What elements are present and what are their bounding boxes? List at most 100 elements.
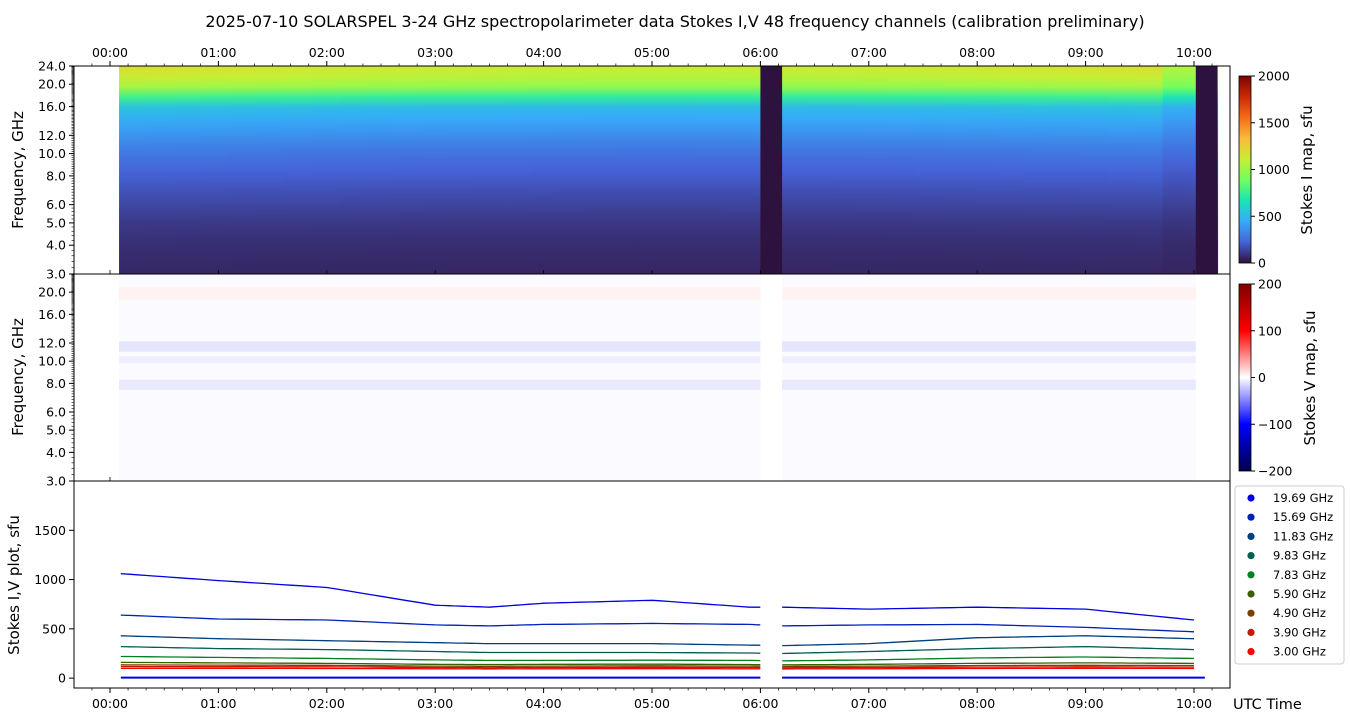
frequency-tick-label: 10.0	[38, 354, 66, 369]
stokes-line-series	[120, 573, 1205, 681]
frequency-tick-label: 5.0	[46, 423, 66, 438]
stokes-v-data-gap	[1195, 274, 1218, 481]
stokes-i-time-segment	[997, 66, 1026, 274]
colorbar-tick-label: 1500	[1258, 115, 1290, 130]
colorbar-tick-label: 0	[1258, 370, 1266, 385]
line-plot-y-axis: 0 500 1000 1500	[34, 523, 74, 686]
stokes-v-band	[119, 379, 1218, 390]
frequency-tick-label: 16.0	[38, 99, 66, 114]
series-line	[120, 573, 1195, 621]
colorbar-tick-label: 500	[1258, 209, 1282, 224]
stokes-i-heatmap	[119, 66, 1219, 274]
stokes-i-time-segment	[173, 66, 203, 274]
colorbar-tick-label: −200	[1258, 464, 1292, 479]
frequency-tick-label: 10.0	[38, 146, 66, 161]
stokes-i-data-gap	[760, 66, 783, 274]
colorbar-tick-label: 200	[1258, 277, 1282, 292]
stokes-i-time-segment	[860, 66, 889, 274]
stokes-i-time-segment	[668, 66, 697, 274]
legend-marker	[1247, 628, 1255, 637]
stokes-v-map-panel: 3.0 4.0 5.0 6.0 8.0 10.0 12.0 16.0 20.0 Frequenc…	[9, 273, 1231, 489]
top-time-tick-label: 04:00	[526, 45, 562, 60]
stokes-i-time-segment	[311, 66, 340, 274]
legend: 19.69 GHz 15.69 GHz 11.83 GHz 9.83 GHz 7.83 …	[1234, 485, 1345, 665]
stokes-v-background	[119, 274, 1218, 481]
frequency-tick-label: 4.0	[46, 445, 66, 460]
series-line	[120, 645, 1195, 655]
legend-marker	[1247, 571, 1255, 579]
legend-marker	[1247, 494, 1255, 502]
legend-label: 3.00 GHz	[1273, 645, 1326, 659]
stokes-i-map-panel: 00:00 01:00 02:00 03:00 04:00 05:00 06:00 07:00…	[9, 45, 1231, 481]
stokes-i-time-segment	[1052, 66, 1081, 274]
line-plot-y-tick-label: 1500	[34, 523, 66, 538]
bottom-time-tick-label: 08:00	[959, 696, 995, 711]
stokes-i-time-segment	[283, 66, 312, 274]
frequency-tick-label: 12.0	[38, 128, 66, 143]
stokes-i-colorbar: 0 500 1000 1500 2000 Stokes I map, sfu	[1238, 69, 1316, 271]
bottom-time-tick-label: 01:00	[200, 696, 236, 711]
stokes-i-time-segment	[476, 66, 505, 274]
bottom-time-tick-label: 09:00	[1068, 696, 1104, 711]
frequency-tick-label: 24.0	[38, 59, 66, 74]
stokes-v-frequency-axis: 3.0 4.0 5.0 6.0 8.0 10.0 12.0 16.0 20.0	[38, 273, 74, 489]
frequency-tick-label: 12.0	[38, 336, 66, 351]
stokes-i-time-segment	[1107, 66, 1136, 274]
stokes-v-data-gap	[760, 274, 783, 481]
top-time-tick-label: 07:00	[851, 45, 887, 60]
legend-label: 7.83 GHz	[1273, 568, 1326, 582]
colorbar-tick-label: 2000	[1258, 69, 1290, 84]
frequency-tick-label: 4.0	[46, 238, 66, 253]
stokes-i-time-segment	[448, 66, 477, 274]
top-time-tick-label: 08:00	[959, 45, 995, 60]
stokes-i-time-segment	[558, 66, 587, 274]
stokes-i-time-segment	[585, 66, 614, 274]
colorbar-tick-label: 1000	[1258, 162, 1290, 177]
line-plot-y-tick-label: 1000	[34, 572, 66, 587]
stokes-i-colorbar-fill	[1239, 76, 1251, 263]
stokes-i-time-segment	[146, 66, 175, 274]
bottom-time-tick-label: 04:00	[526, 696, 562, 711]
frequency-tick-label: 6.0	[46, 405, 66, 420]
colorbar-tick-label: 100	[1258, 323, 1282, 338]
frequency-tick-label: 20.0	[38, 77, 66, 92]
stokes-i-time-segment	[1162, 66, 1191, 274]
bottom-time-tick-label: 02:00	[309, 696, 345, 711]
stokes-i-time-segment	[256, 66, 285, 274]
stokes-i-ylabel: Frequency, GHz	[9, 111, 27, 229]
bottom-time-tick-label: 00:00	[92, 696, 128, 711]
legend-label: 15.69 GHz	[1273, 510, 1333, 524]
frequency-tick-label: 5.0	[46, 215, 66, 230]
stokes-v-band	[119, 341, 1218, 352]
stokes-i-time-segment	[640, 66, 669, 274]
series-line	[120, 635, 1195, 647]
stokes-i-time-segment	[613, 66, 642, 274]
legend-frame	[1234, 485, 1345, 665]
stokes-i-time-segment	[805, 66, 834, 274]
stokes-v-colorbar-label: Stokes V map, sfu	[1301, 310, 1319, 445]
x-axis-label: UTC Time	[1233, 697, 1302, 713]
stokes-i-time-segment	[1080, 66, 1109, 274]
stokes-i-time-segment	[970, 66, 999, 274]
bottom-time-axis: 00:00 01:00 02:00 03:00 04:00 05:00 06:00 07:00…	[91, 688, 1213, 711]
stokes-i-time-segment	[366, 66, 395, 274]
frequency-tick-label: 8.0	[46, 376, 66, 391]
legend-marker	[1247, 609, 1255, 617]
stokes-i-time-segment	[887, 66, 917, 274]
stokes-i-time-segment	[503, 66, 532, 274]
stokes-i-time-segment	[228, 66, 257, 274]
legend-marker	[1247, 648, 1255, 656]
stokes-i-time-segment	[942, 66, 971, 274]
top-time-tick-label: 09:00	[1068, 45, 1104, 60]
stokes-i-time-segment	[695, 66, 724, 274]
line-plot-y-tick-label: 0	[58, 671, 66, 686]
stokes-v-band	[119, 356, 1218, 364]
series-line	[120, 614, 1195, 633]
legend-marker	[1247, 532, 1255, 541]
stokes-i-time-segment	[778, 66, 807, 274]
series-line	[120, 661, 1195, 666]
stokes-v-ylabel: Frequency, GHz	[9, 318, 27, 436]
stokes-i-time-segment	[530, 66, 560, 274]
stokes-i-time-segment	[1135, 66, 1164, 274]
